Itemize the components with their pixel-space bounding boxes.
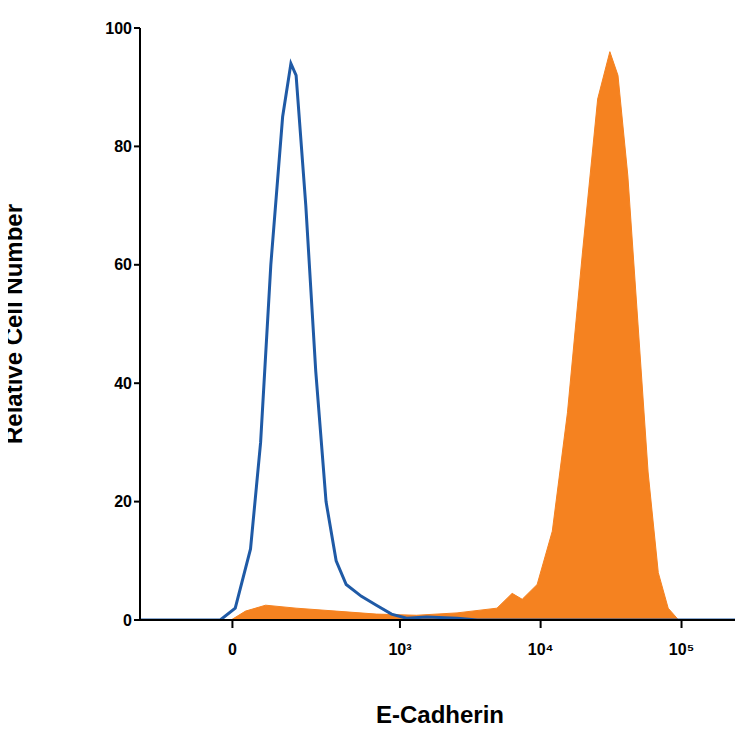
svg-text:E-Cadherin: E-Cadherin xyxy=(376,701,504,728)
svg-text:10⁴: 10⁴ xyxy=(528,641,554,658)
svg-text:0: 0 xyxy=(228,641,237,658)
svg-text:60: 60 xyxy=(114,256,132,273)
svg-text:10³: 10³ xyxy=(388,641,411,658)
svg-text:Relative Cell Number: Relative Cell Number xyxy=(8,204,27,444)
svg-text:80: 80 xyxy=(114,138,132,155)
svg-text:0: 0 xyxy=(123,612,132,629)
svg-text:20: 20 xyxy=(114,493,132,510)
svg-text:100: 100 xyxy=(105,20,132,37)
svg-text:10⁵: 10⁵ xyxy=(669,641,694,658)
svg-text:40: 40 xyxy=(114,375,132,392)
